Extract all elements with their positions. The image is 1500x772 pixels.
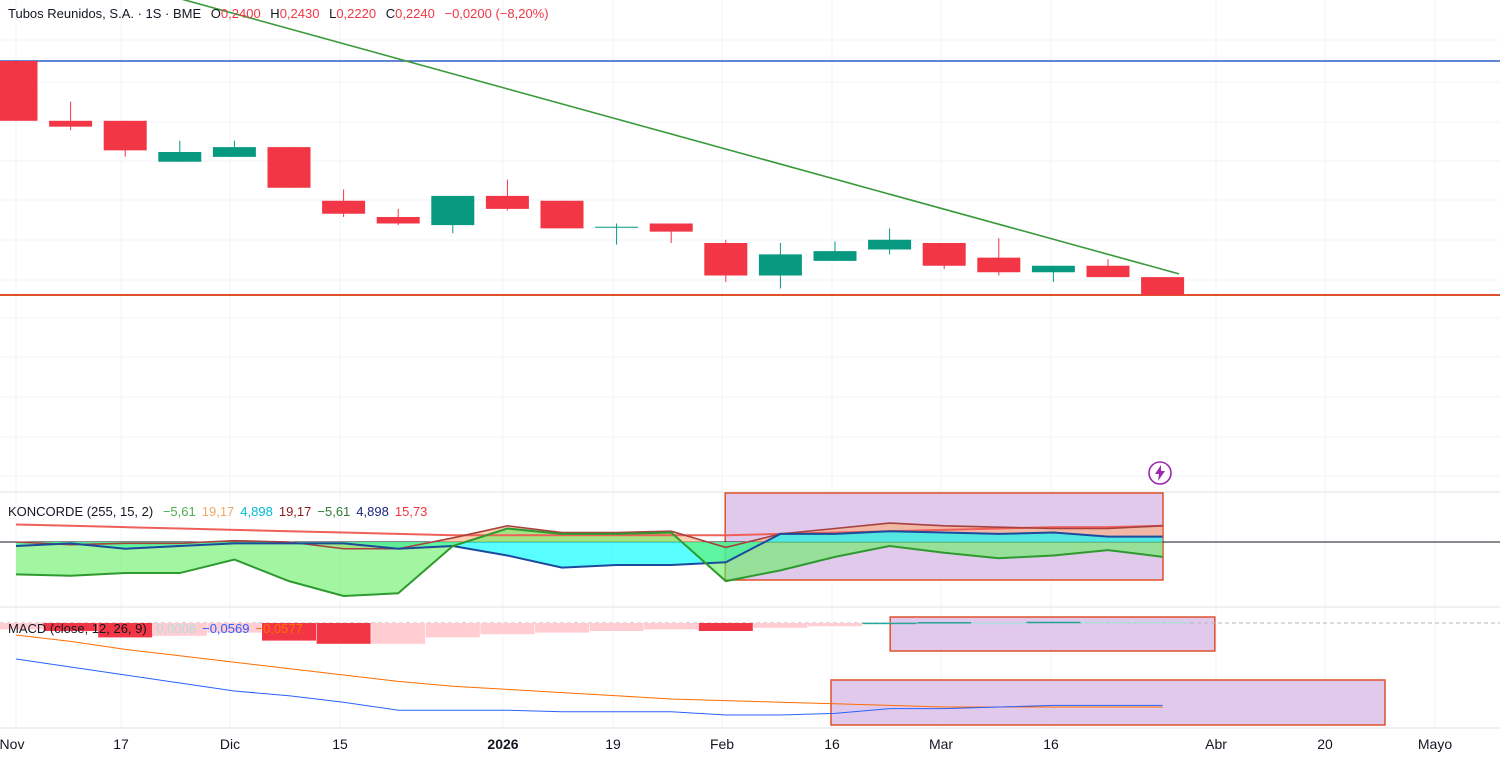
candle-body [868,239,912,250]
x-axis-tick-label: 19 [605,736,621,752]
x-axis-tick-label: Feb [709,736,735,752]
koncorde-value: 4,898 [240,504,273,519]
koncorde-brown-line [15,522,1163,550]
x-axis-tick-label: Dic [219,736,241,752]
macd-histogram-bar [1026,621,1081,624]
close-value: C0,2240 [385,6,435,21]
macd-line [15,658,1163,716]
koncorde-title: KONCORDE (255, 15, 2) [8,504,154,519]
candle-body [649,223,693,232]
macd-histogram-bar [152,623,207,636]
macd-histogram-bar [316,623,371,644]
high-value: H0,2430 [270,6,320,21]
symbol-label: Tubos Reunidos, S.A. · 1S · BME [8,6,202,21]
macd-histogram-bar [207,623,262,633]
macd-histogram-bar [753,623,808,628]
macd-pane [0,616,1500,726]
flash-icon[interactable] [1148,461,1172,485]
macd-histogram-bar [371,623,426,644]
candle-body [0,61,38,121]
x-axis-tick-label: 17 [113,736,129,752]
candle-body [212,147,256,157]
macd-histogram-bar [808,623,862,627]
candle-body [813,251,857,261]
koncorde-media-line [15,523,1163,537]
x-axis-tick-label: 2026 [487,736,519,752]
x-axis-tick-label: Abr [1205,736,1227,752]
macd-histogram-bar [589,623,644,631]
macd-histogram-bar [917,622,972,624]
macd-histogram-bar [862,622,917,625]
koncorde-blue-line [15,530,1163,569]
main-legend: Tubos Reunidos, S.A. · 1S · BME O0,2400 … [8,6,555,21]
candle-body [1031,265,1075,273]
macd-signal-line [15,634,1163,708]
open-value: O0,2400 [210,6,261,21]
koncorde-value: −5,61 [317,504,351,519]
candle-body [376,217,420,224]
macd-histogram-bar [698,623,753,631]
macd-histogram-bar [644,623,699,630]
x-axis-tick-label: 16 [824,736,840,752]
koncorde-value: 19,17 [278,504,312,519]
macd-legend[interactable]: MACD (close, 12, 26, 9) 0,0008 −0,0569 −0,… [8,621,309,636]
candle-body [704,243,748,276]
x-axis-tick-label: Mayo [1417,736,1453,752]
grid-lines [0,0,1500,729]
koncorde-value: 19,17 [201,504,235,519]
candle-body [540,200,584,229]
macd-histogram-bar [1135,621,1190,624]
koncorde-pane [0,492,1500,598]
highlight-box [830,679,1386,726]
candle-body [1086,265,1130,278]
koncorde-value: 4,898 [356,504,389,519]
change-value: −0,0200 (−8,20%) [444,6,549,21]
trendline [181,0,1180,275]
macd-histogram-bar [971,622,1026,625]
x-axis-tick-label: Nov [0,736,25,752]
candle-body [322,200,366,214]
candle-body [1141,277,1185,295]
macd-value: −0,0569 [202,621,250,636]
macd-histogram-bar [535,623,589,633]
macd-histogram-bar [43,623,98,631]
koncorde-green-area [16,528,1163,596]
macd-value: 0,0008 [156,621,197,636]
candle-body [485,195,529,209]
x-axis-tick-label: 15 [332,736,348,752]
low-value: L0,2220 [329,6,377,21]
x-axis-tick-label: 16 [1043,736,1059,752]
candle-body [977,257,1021,273]
candle-body [103,120,147,151]
candle-body [267,147,311,188]
candle-body [49,120,93,127]
macd-histogram-bar [425,623,480,638]
macd-histogram-bar [262,623,316,641]
macd-histogram-bar [98,623,153,638]
koncorde-blue-area [16,531,1163,568]
koncorde-legend[interactable]: KONCORDE (255, 15, 2) −5,61 19,17 4,898 19,… [8,504,433,519]
candle-body [758,254,802,276]
candle-body [922,243,966,266]
candle-body [158,152,202,162]
x-axis-tick-label: 20 [1317,736,1333,752]
macd-histogram-bar [0,623,43,630]
x-axis-tick-label: Mar [928,736,954,752]
macd-histogram-bar [1081,621,1135,624]
koncorde-value: 15,73 [394,504,428,519]
candle-body [595,226,639,228]
candle-body [431,195,475,226]
price-pane [0,0,1500,296]
koncorde-value: −5,61 [162,504,196,519]
koncorde-green-line [15,527,1163,598]
macd-title: MACD (close, 12, 26, 9) [8,621,147,636]
macd-value: −0,0577 [255,621,303,636]
macd-histogram-bar [480,623,535,635]
